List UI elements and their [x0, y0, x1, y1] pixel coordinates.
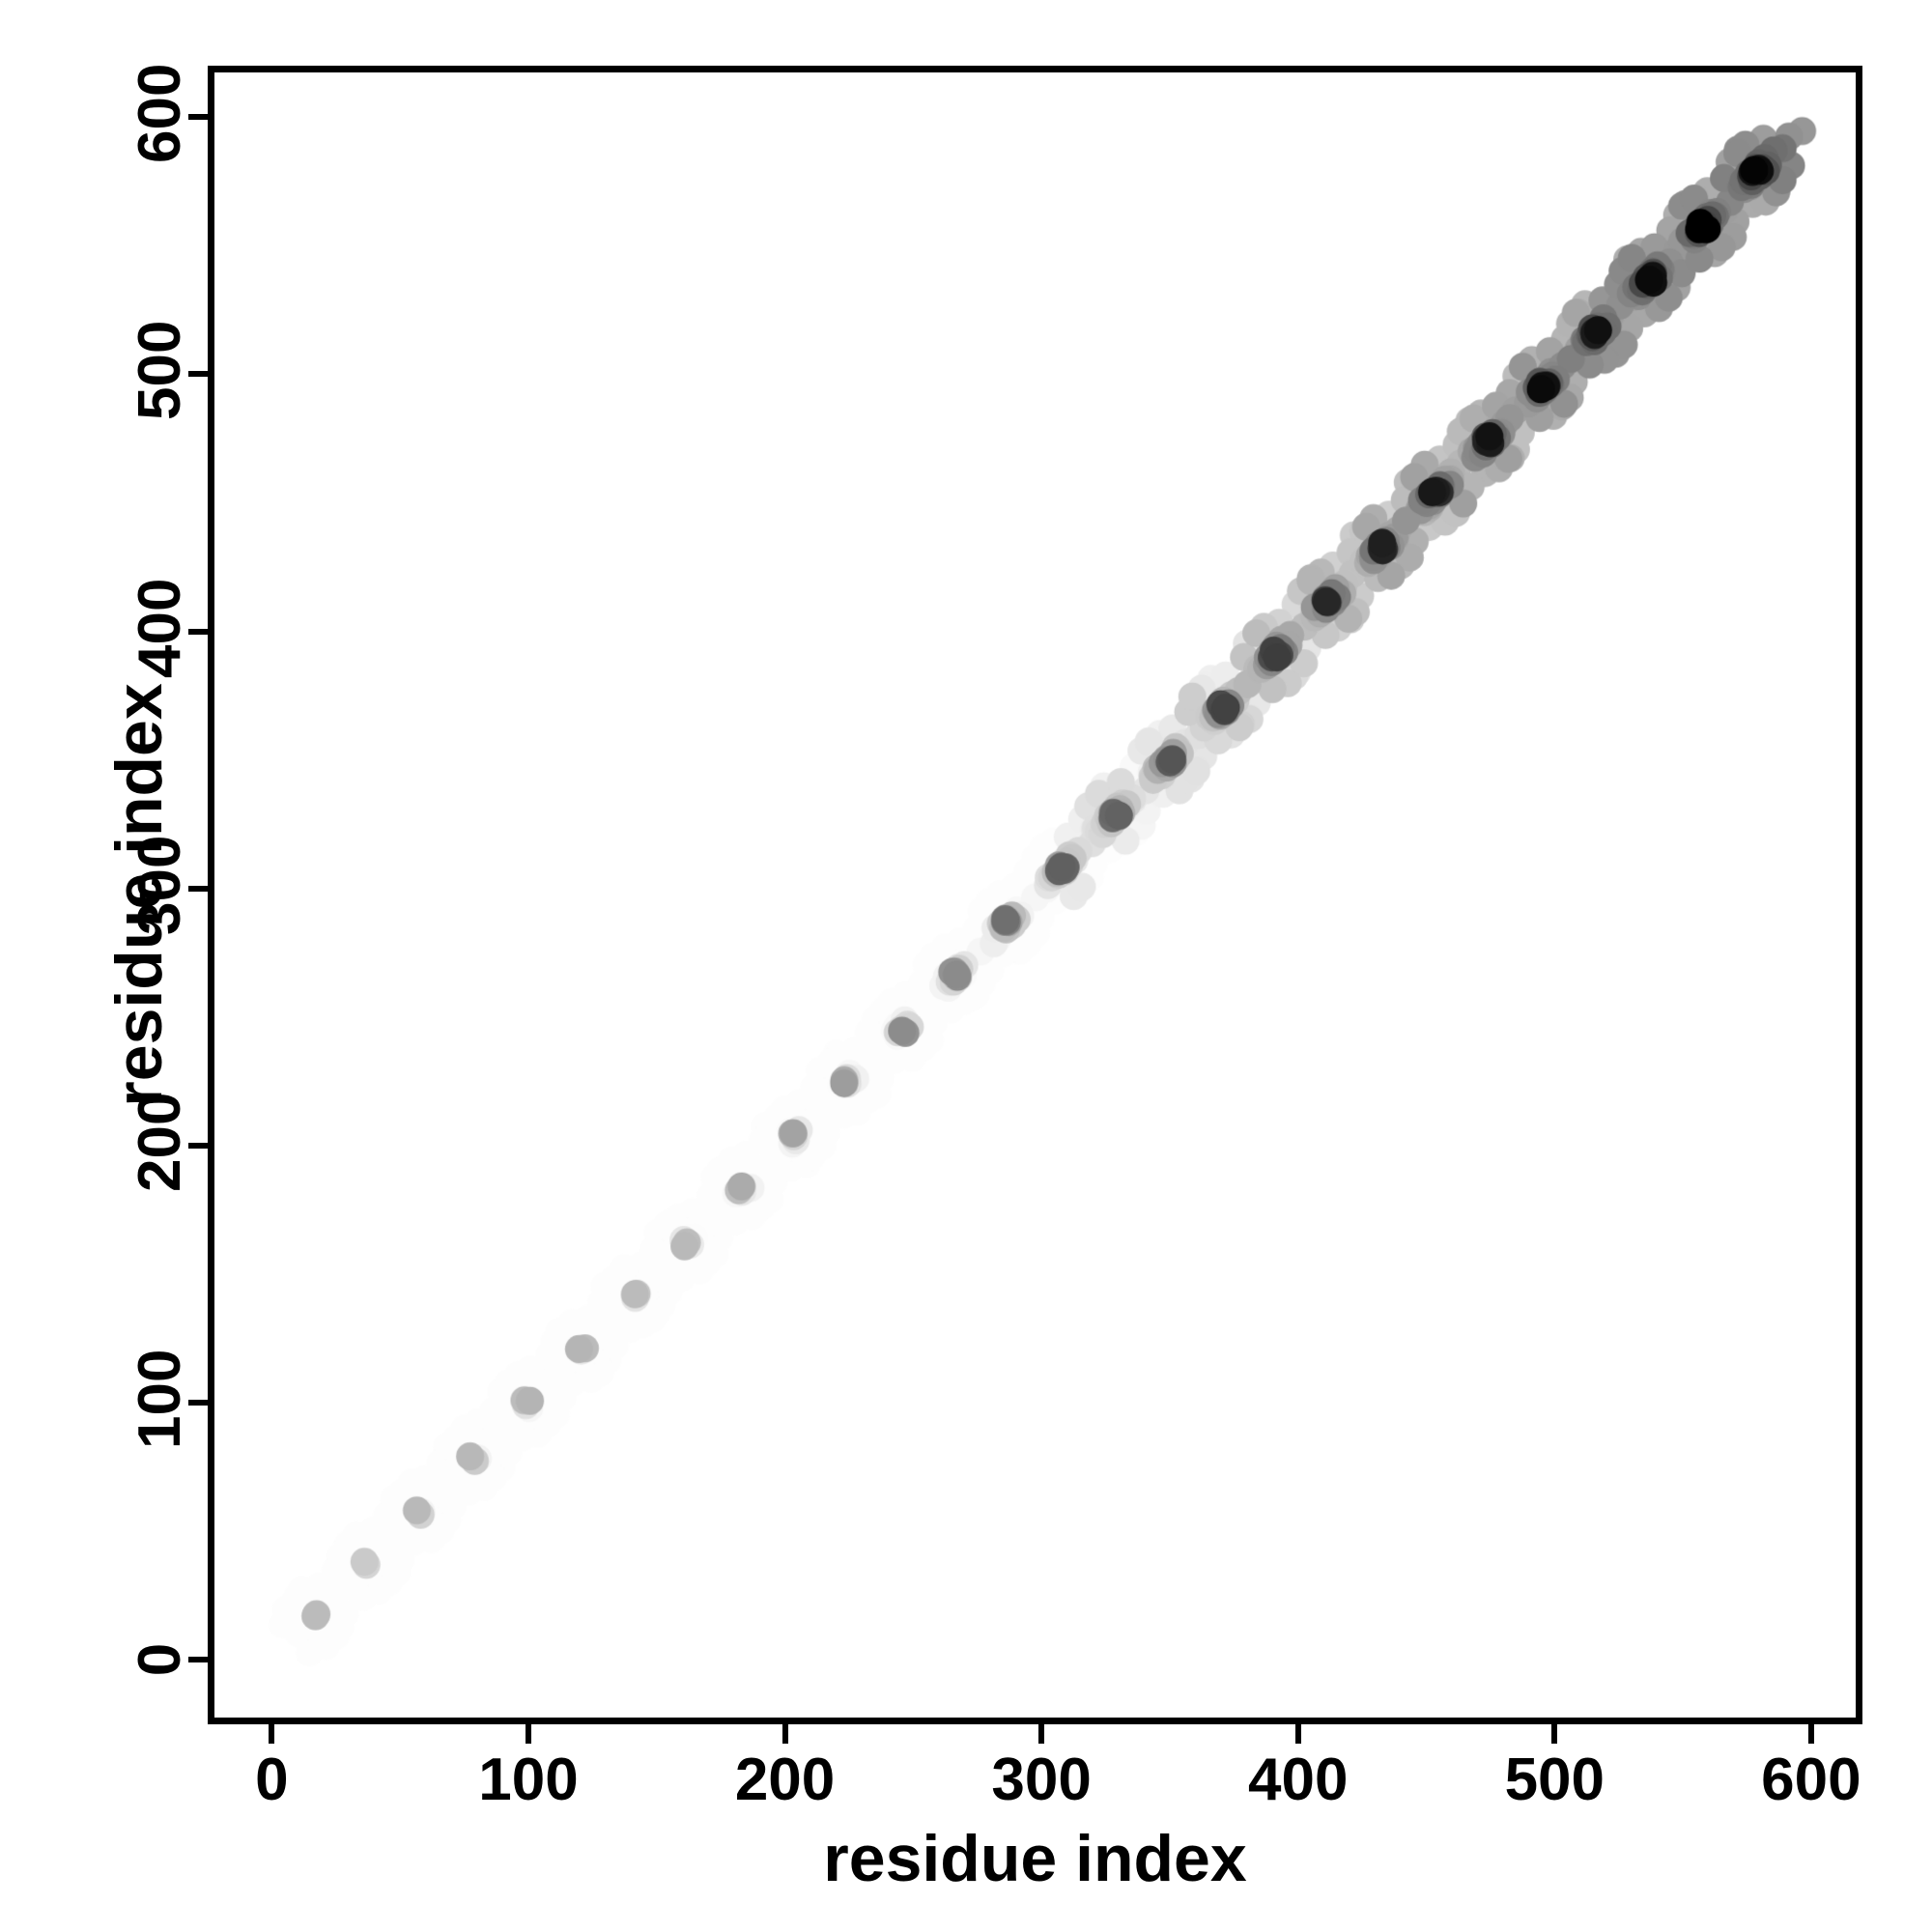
scatter-canvas: [214, 72, 1856, 1718]
y-axis-title: residue index: [102, 683, 176, 1107]
y-tick-mark: [188, 1143, 208, 1150]
x-tick-mark: [1038, 1724, 1045, 1744]
y-tick-mark: [188, 1400, 208, 1406]
x-tick-mark: [1551, 1724, 1558, 1744]
x-tick-mark: [1807, 1724, 1814, 1744]
x-tick-label: 100: [478, 1747, 579, 1813]
x-tick-label: 400: [1247, 1747, 1349, 1813]
x-tick-mark: [269, 1724, 275, 1744]
y-tick-mark: [188, 885, 208, 892]
x-tick-label: 300: [991, 1747, 1092, 1813]
x-tick-label: 200: [734, 1747, 836, 1813]
y-tick-mark: [188, 371, 208, 378]
x-tick-mark: [781, 1724, 788, 1744]
x-tick-mark: [1294, 1724, 1301, 1744]
y-tick-mark: [188, 114, 208, 121]
x-tick-label: 500: [1504, 1747, 1605, 1813]
y-tick-mark: [188, 1657, 208, 1663]
x-axis-title: residue index: [823, 1822, 1247, 1895]
x-tick-mark: [525, 1724, 531, 1744]
plot-area: [208, 66, 1862, 1724]
x-tick-label: 600: [1761, 1747, 1861, 1813]
y-tick-mark: [188, 628, 208, 635]
x-tick-label: 0: [255, 1747, 289, 1813]
